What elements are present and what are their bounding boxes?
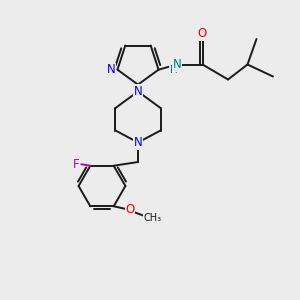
- Text: N: N: [172, 58, 182, 71]
- Text: O: O: [126, 203, 135, 216]
- Text: H: H: [169, 65, 177, 75]
- Text: N: N: [106, 63, 115, 76]
- Text: O: O: [198, 27, 207, 40]
- Text: F: F: [73, 158, 79, 171]
- Text: N: N: [134, 136, 142, 149]
- Text: N: N: [134, 85, 142, 98]
- Text: CH₃: CH₃: [144, 213, 162, 223]
